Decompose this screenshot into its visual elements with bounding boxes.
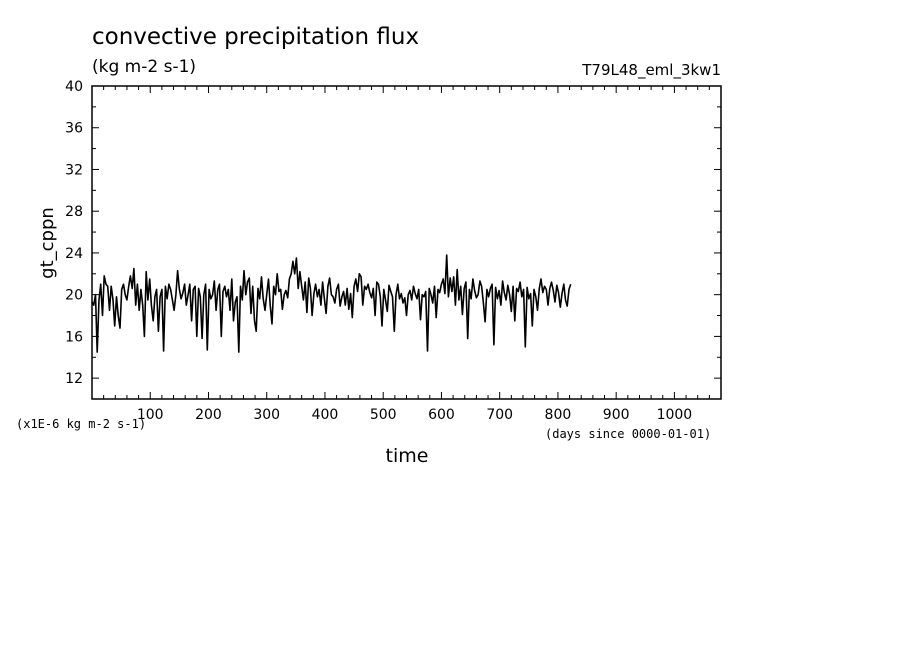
y-tick-label: 40 — [65, 79, 83, 95]
y-tick-label: 12 — [65, 371, 83, 387]
tick-labels: 12 16 20 24 28 32 36 40 100 200 300 400 500 600 700 800… — [65, 79, 692, 423]
y-tick-label: 36 — [65, 121, 83, 137]
y-tick-label: 20 — [65, 288, 83, 304]
x-tick-label: 900 — [603, 407, 630, 423]
run-id-label: T79L48_eml_3kw1 — [582, 61, 721, 79]
y-tick-label: 24 — [65, 246, 83, 262]
x-tick-label: 400 — [312, 407, 339, 423]
y-tick-label: 16 — [65, 329, 83, 345]
x-tick-label: 800 — [545, 407, 572, 423]
chart-title: convective precipitation flux — [92, 24, 420, 50]
axis-ticks — [92, 85, 721, 400]
x-tick-label: 1000 — [657, 407, 693, 423]
x-tick-label: 700 — [486, 407, 513, 423]
series-line-gt-cppn — [91, 254, 572, 353]
x-axis-label: time — [385, 445, 429, 467]
x-tick-label: 500 — [370, 407, 397, 423]
y-tick-label: 32 — [65, 162, 83, 178]
plot-frame — [91, 85, 722, 400]
y-tick-label: 28 — [65, 204, 83, 220]
chart-units: (kg m-2 s-1) — [92, 57, 197, 77]
x-tick-label: 100 — [137, 407, 164, 423]
x-tick-label: 200 — [195, 407, 222, 423]
x-tick-label: 300 — [253, 407, 280, 423]
time-units-note: (days since 0000-01-01) — [545, 427, 712, 441]
scale-note: (x1E-6 kg m-2 s-1) — [16, 417, 147, 431]
x-tick-label: 600 — [428, 407, 455, 423]
